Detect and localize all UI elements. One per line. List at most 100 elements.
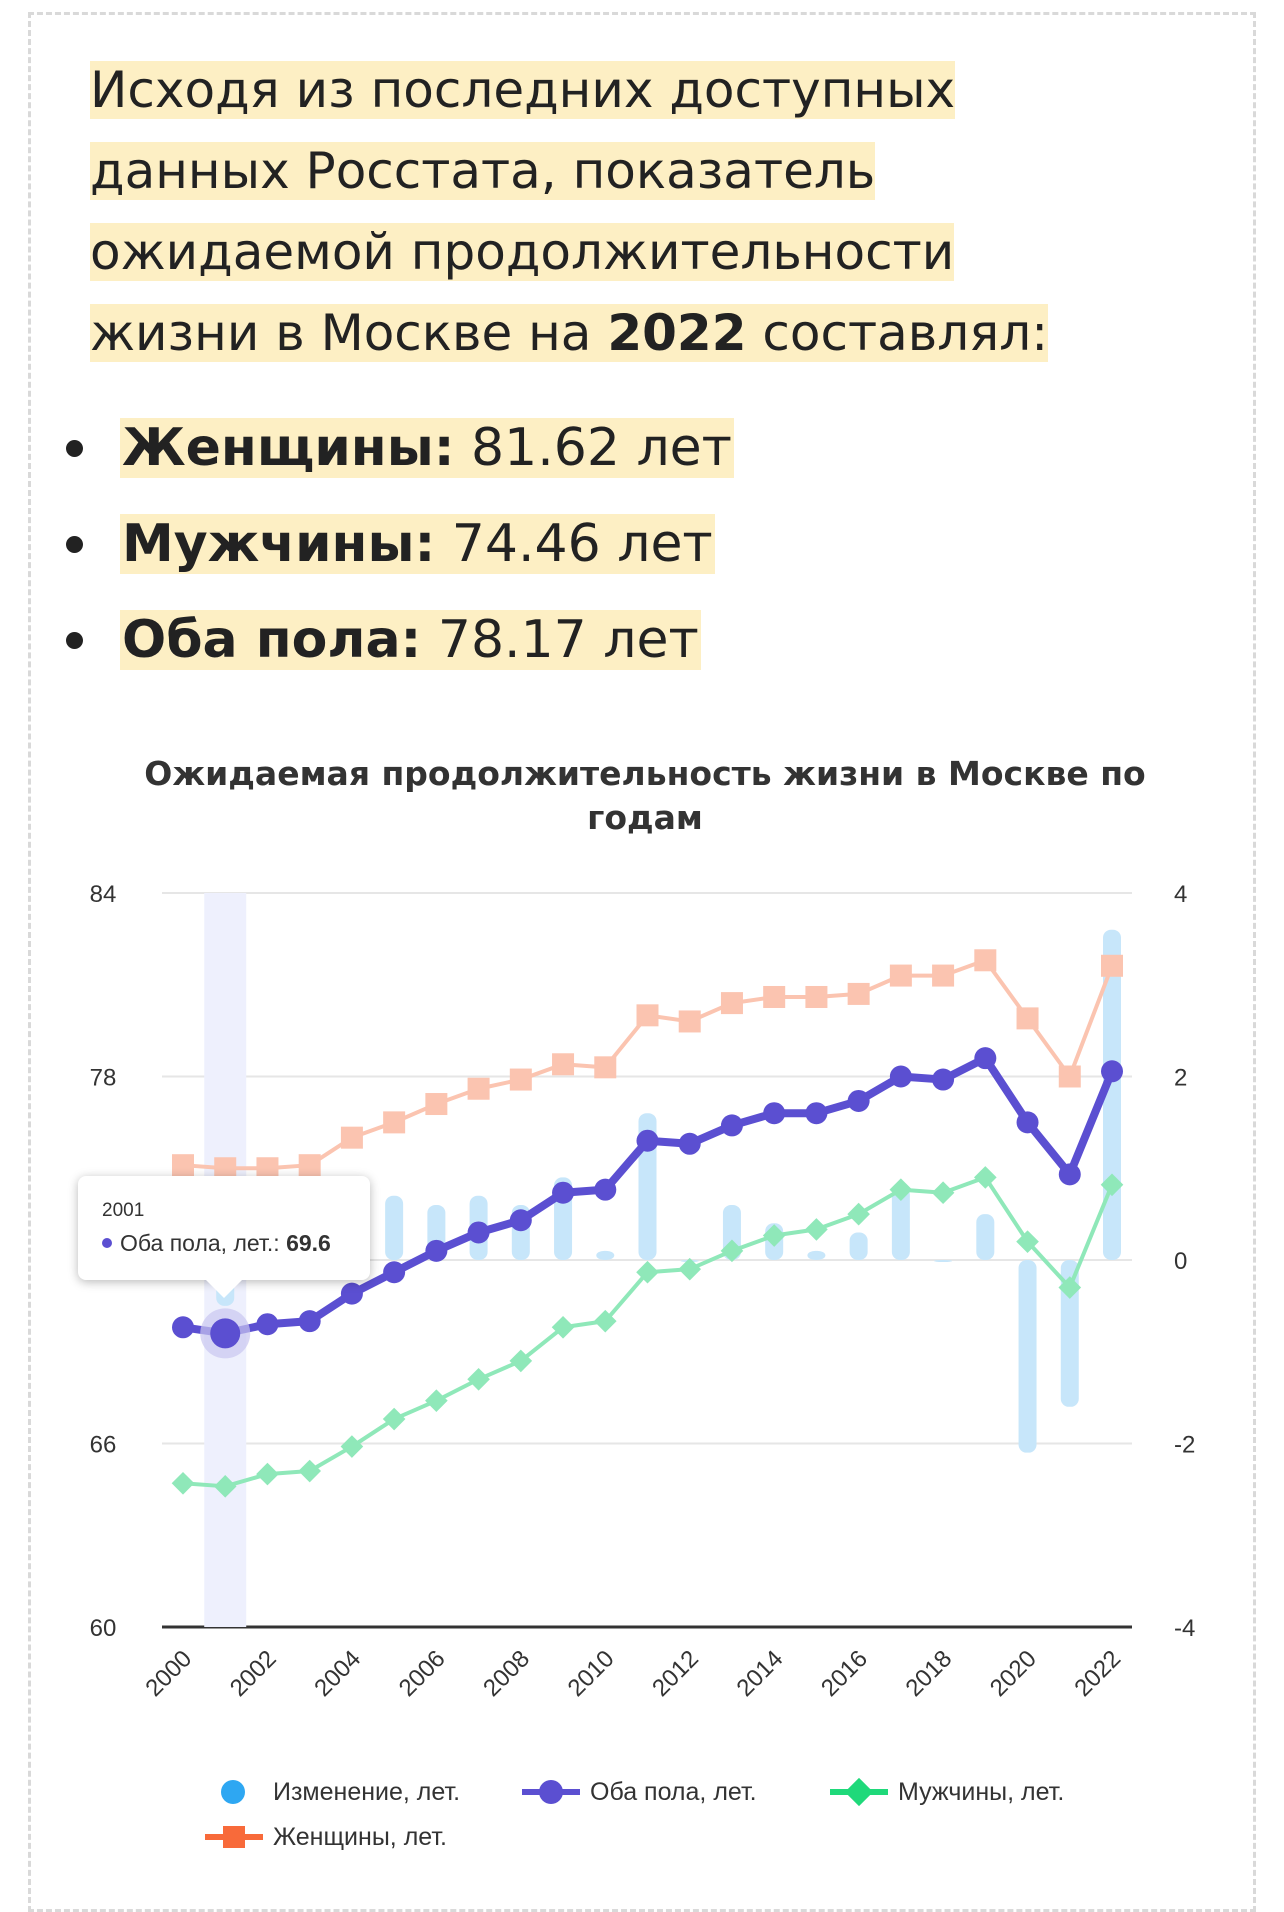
- data-point: [382, 1407, 406, 1431]
- data-point: [720, 992, 743, 1015]
- data-point: [720, 1114, 743, 1137]
- data-point: [1058, 1276, 1082, 1299]
- data-point: [1101, 954, 1123, 977]
- data-point: [1058, 1163, 1081, 1186]
- x-tick-label: 2022: [1069, 1645, 1126, 1702]
- data-point: [889, 1065, 912, 1088]
- y-right-tick-label: 4: [1174, 881, 1187, 908]
- data-point: [932, 1068, 955, 1091]
- data-point: [974, 949, 997, 972]
- bar-change: [807, 1250, 826, 1260]
- data-point: [256, 1157, 279, 1180]
- data-point: [340, 1435, 364, 1458]
- data-point: [931, 1181, 955, 1205]
- stat-label: Женщины:: [122, 418, 455, 478]
- hover-point: [210, 1318, 241, 1349]
- data-point: [172, 1154, 194, 1177]
- data-point: [467, 1077, 490, 1100]
- legend-label: Изменение, лет.: [273, 1778, 461, 1806]
- data-point: [383, 1261, 406, 1284]
- data-point: [425, 1239, 448, 1262]
- data-point: [340, 1126, 363, 1149]
- data-point: [974, 1166, 997, 1189]
- data-point: [1101, 1060, 1123, 1083]
- stat-label: Оба пола:: [122, 610, 422, 670]
- data-point: [889, 1178, 913, 1201]
- bar-change: [596, 1250, 615, 1260]
- tooltip-row: Оба пола, лет.: 69.6: [102, 1230, 331, 1257]
- data-point: [256, 1462, 279, 1486]
- x-tick-label: 2014: [732, 1645, 789, 1702]
- data-point: [678, 1010, 701, 1033]
- bar-change: [849, 1232, 868, 1260]
- stat-value: 74.46 лет: [435, 514, 713, 574]
- data-point: [1100, 1173, 1124, 1197]
- data-point: [383, 1111, 406, 1134]
- data-point: [678, 1257, 702, 1281]
- bar-change: [1060, 1260, 1079, 1407]
- data-point: [467, 1221, 490, 1244]
- legend-label: Мужчины, лет.: [898, 1778, 1065, 1806]
- data-point: [636, 1129, 659, 1152]
- x-tick-label: 2020: [985, 1645, 1042, 1702]
- data-point: [763, 985, 786, 1008]
- data-point: [636, 1260, 659, 1284]
- y-left-tick-label: 66: [90, 1432, 117, 1459]
- y-right-tick-label: 0: [1174, 1248, 1187, 1275]
- data-point: [805, 1102, 828, 1125]
- legend-label: Оба пола, лет.: [590, 1778, 757, 1806]
- tooltip-value: 69.6: [286, 1230, 331, 1256]
- data-point: [256, 1313, 279, 1336]
- bar-change: [976, 1214, 995, 1260]
- data-point: [636, 1004, 659, 1027]
- x-tick-label: 2010: [563, 1645, 620, 1702]
- data-point: [172, 1316, 194, 1339]
- list-item-women: Женщины: 81.62 лет: [58, 400, 734, 496]
- data-point: [805, 1218, 828, 1241]
- legend-circle-icon: [221, 1780, 245, 1804]
- data-point: [298, 1310, 321, 1333]
- bar-change: [1103, 929, 1121, 1260]
- bar-change: [934, 1260, 953, 1262]
- data-point: [805, 985, 828, 1008]
- data-point: [298, 1459, 321, 1483]
- x-tick-label: 2018: [900, 1645, 957, 1702]
- data-point: [762, 1224, 786, 1247]
- life-expectancy-chart: 4 2 0 -2 -4 84 78 66 60 2000 2002 2004 2006 2008 2010 2…: [90, 881, 1196, 1702]
- y-left-tick-label: 78: [90, 1065, 117, 1092]
- data-point: [552, 1053, 575, 1076]
- bar-change: [1018, 1260, 1037, 1453]
- intro-suffix: составлял:: [746, 304, 1049, 362]
- x-tick-label: 2002: [225, 1645, 282, 1702]
- data-point: [1016, 1111, 1039, 1134]
- stat-label: Мужчины:: [122, 514, 436, 574]
- life-expectancy-list: Женщины: 81.62 лет Мужчины: 74.46 лет Об…: [58, 400, 734, 688]
- data-point: [1016, 1230, 1039, 1253]
- data-point: [509, 1209, 532, 1232]
- tooltip-dot: [102, 1238, 112, 1248]
- list-item-both: Оба пола: 78.17 лет: [58, 592, 734, 688]
- data-point: [974, 1047, 997, 1070]
- legend-line-diamond-icon: [830, 1777, 888, 1807]
- data-point: [214, 1157, 237, 1180]
- data-point: [1016, 1007, 1039, 1030]
- data-point: [509, 1068, 532, 1091]
- data-point: [509, 1349, 533, 1373]
- data-point: [720, 1239, 744, 1263]
- stat-value: 78.17 лет: [421, 610, 699, 670]
- data-point: [889, 964, 912, 987]
- legend-label: Женщины, лет.: [273, 1823, 447, 1851]
- data-point: [847, 1089, 870, 1112]
- intro-paragraph: Исходя из последних доступных данных Рос…: [90, 50, 1130, 374]
- y-right-tick-label: 2: [1174, 1065, 1187, 1092]
- list-item-men: Мужчины: 74.46 лет: [58, 496, 734, 592]
- data-point: [340, 1282, 363, 1305]
- data-point: [1058, 1065, 1081, 1088]
- chart-title: Ожидаемая продолжительность жизни в Моск…: [144, 754, 1146, 837]
- data-point: [593, 1309, 617, 1333]
- data-point: [594, 1178, 617, 1201]
- x-tick-label: 2012: [647, 1645, 704, 1702]
- legend-line-square-icon: [205, 1826, 263, 1848]
- tooltip-label: Оба пола, лет.:: [120, 1230, 280, 1256]
- tooltip-year: 2001: [102, 1200, 145, 1221]
